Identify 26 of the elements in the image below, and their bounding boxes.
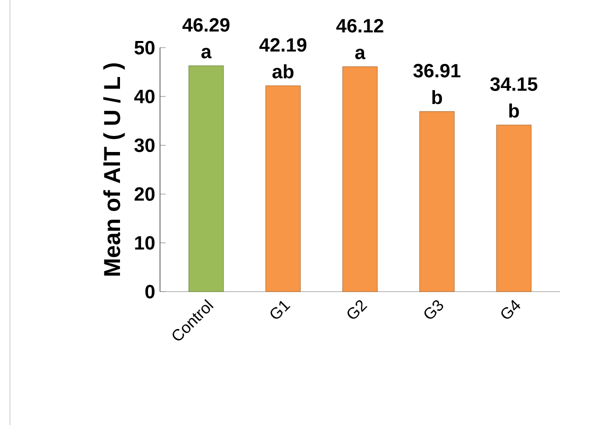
y-tick-label: 50: [134, 40, 155, 54]
bar: [265, 86, 301, 292]
bar: [496, 124, 532, 292]
x-tick-label: G3: [424, 300, 444, 319]
bar: [188, 66, 224, 292]
y-tick-label: 10: [135, 236, 155, 250]
bar: [419, 111, 455, 292]
annotation: b: [432, 90, 442, 104]
x-tick-label: G1: [270, 300, 290, 319]
annotation: a: [355, 48, 366, 60]
annotation: ab: [272, 64, 294, 78]
x-tick-label: G4: [501, 300, 520, 319]
y-axis-title: Mean of AlT ( U / L ): [103, 63, 125, 276]
x-tick-label: G2: [348, 300, 368, 319]
data-label: 36.91: [413, 64, 460, 78]
y-tick-label: 20: [134, 187, 155, 201]
data-label: 46.12: [336, 18, 384, 33]
annotation: a: [201, 48, 212, 58]
data-label: 34.15: [490, 77, 538, 91]
y-tick-label: 40: [134, 90, 155, 104]
bar: [342, 66, 378, 292]
data-label: 42.19: [259, 38, 306, 52]
annotation: b: [509, 104, 519, 118]
y-tick-label: 0: [145, 284, 155, 298]
y-tick-label: 30: [134, 138, 155, 152]
data-label: 46.29: [182, 18, 230, 32]
